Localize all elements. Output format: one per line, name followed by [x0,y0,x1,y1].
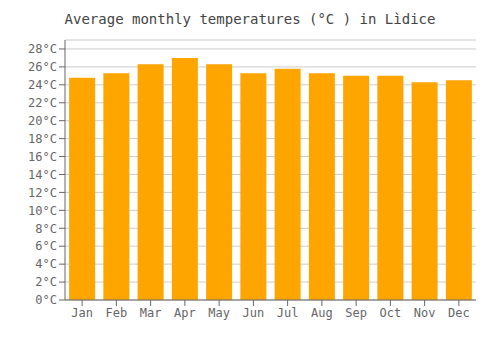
svg-text:Jan: Jan [71,306,93,320]
svg-text:Nov: Nov [414,306,436,320]
svg-text:Jun: Jun [243,306,265,320]
svg-text:22°C: 22°C [28,96,57,110]
svg-text:Sep: Sep [345,306,367,320]
svg-text:10°C: 10°C [28,204,57,218]
svg-text:Jul: Jul [277,306,299,320]
svg-text:Aug: Aug [311,306,333,320]
svg-text:24°C: 24°C [28,78,57,92]
svg-text:Dec: Dec [448,306,470,320]
svg-text:Mar: Mar [140,306,162,320]
svg-text:16°C: 16°C [28,150,57,164]
svg-text:8°C: 8°C [35,222,57,236]
html-text:Average monthly temperatures (: Average monthly temperatures (°C ) in Lì… [64,11,436,27]
svg-text:0°C: 0°C [35,293,57,307]
svg-text:18°C: 18°C [28,132,57,146]
svg-text:12°C: 12°C [28,186,57,200]
svg-text:May: May [208,306,230,320]
svg-text:Apr: Apr [174,306,196,320]
svg-text:6°C: 6°C [35,239,57,253]
svg-text:14°C: 14°C [28,168,57,182]
svg-text:4°C: 4°C [35,257,57,271]
svg-text:2°C: 2°C [35,275,57,289]
svg-text:Feb: Feb [106,306,128,320]
svg-text:20°C: 20°C [28,114,57,128]
svg-text:26°C: 26°C [28,60,57,74]
svg-text:28°C: 28°C [28,42,57,56]
svg-text:Oct: Oct [380,306,402,320]
